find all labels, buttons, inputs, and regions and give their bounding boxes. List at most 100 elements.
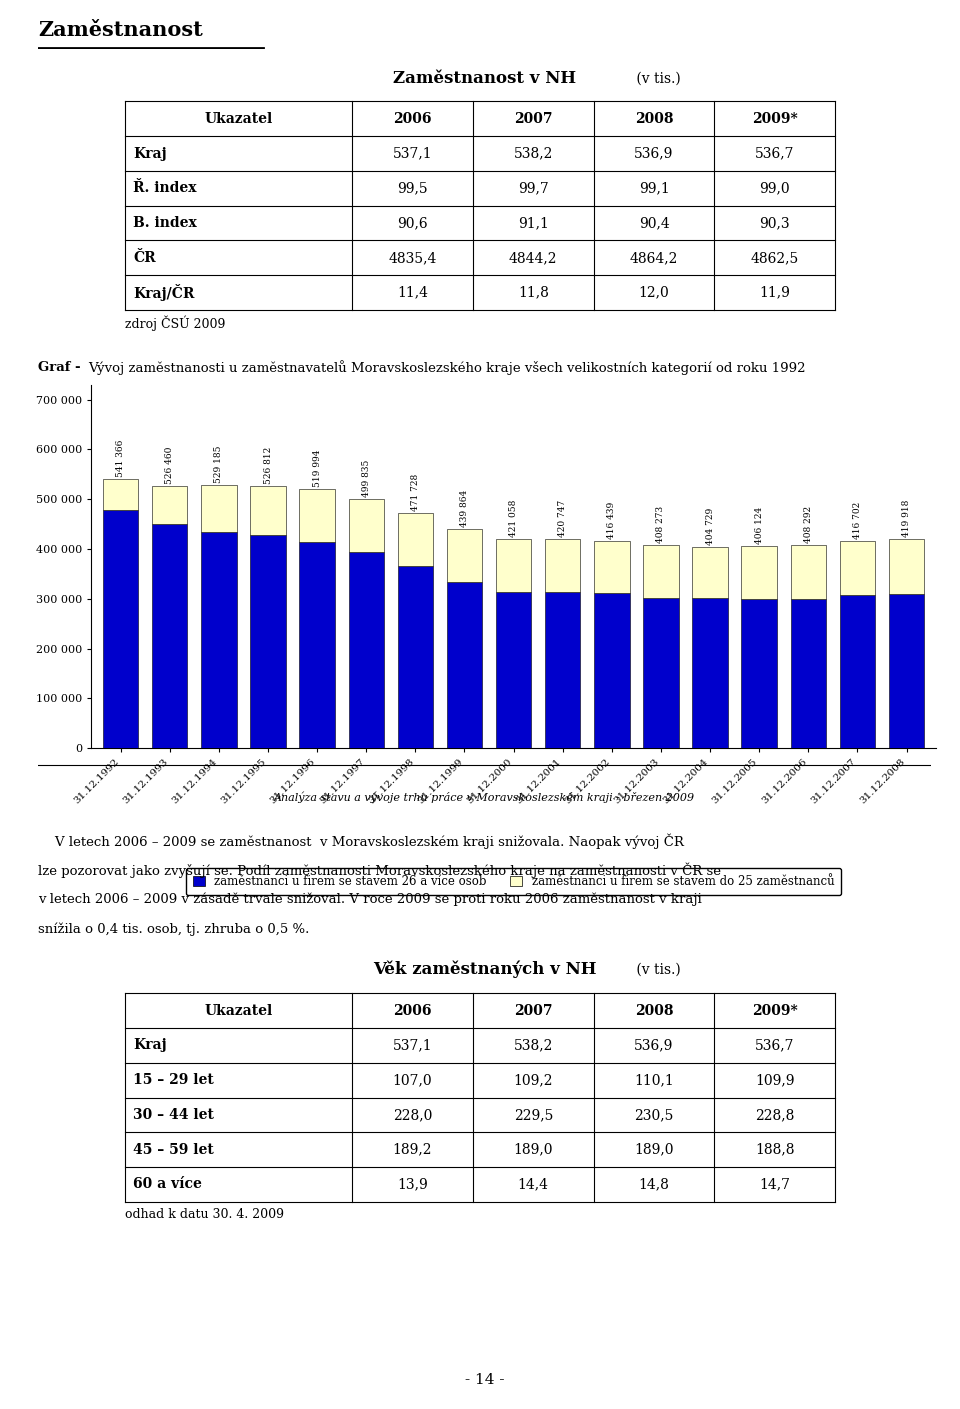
Text: 4844,2: 4844,2 <box>509 251 558 265</box>
Text: Analýza stavu a vývoje trhu práce v Moravskoslezském kraji - březen 2009: Analýza stavu a vývoje trhu práce v Mora… <box>275 790 695 803</box>
Text: 11,9: 11,9 <box>759 286 790 300</box>
Text: 421 058: 421 058 <box>509 499 518 537</box>
Text: 11,4: 11,4 <box>397 286 428 300</box>
Text: 14,8: 14,8 <box>638 1178 669 1192</box>
Text: 537,1: 537,1 <box>393 1038 432 1053</box>
Text: 526 460: 526 460 <box>165 447 175 485</box>
Bar <box>889 593 924 748</box>
Bar <box>202 531 236 748</box>
Text: 90,3: 90,3 <box>759 216 790 230</box>
Text: 11,8: 11,8 <box>517 286 549 300</box>
Text: - 14 -: - 14 - <box>465 1374 505 1386</box>
Bar <box>152 524 187 748</box>
Text: 4835,4: 4835,4 <box>389 251 437 265</box>
Bar <box>300 541 335 748</box>
Bar <box>840 541 876 595</box>
Text: 14,7: 14,7 <box>759 1178 790 1192</box>
Bar <box>840 595 876 748</box>
Text: 537,1: 537,1 <box>393 147 432 161</box>
Bar <box>692 547 728 599</box>
Text: 45 – 59 let: 45 – 59 let <box>133 1143 214 1157</box>
Bar <box>103 479 138 510</box>
Text: 408 292: 408 292 <box>804 506 813 542</box>
Text: 189,0: 189,0 <box>635 1143 674 1157</box>
Bar <box>643 545 679 599</box>
Bar <box>692 599 728 748</box>
Text: 416 439: 416 439 <box>608 502 616 538</box>
Text: 91,1: 91,1 <box>517 216 549 230</box>
Bar <box>594 541 630 593</box>
Bar <box>103 510 138 748</box>
Text: 420 747: 420 747 <box>558 499 567 537</box>
Text: 541 366: 541 366 <box>116 440 125 476</box>
Text: 471 728: 471 728 <box>411 473 420 511</box>
Text: 12,0: 12,0 <box>638 286 669 300</box>
Bar <box>594 593 630 748</box>
Bar <box>202 485 236 531</box>
Text: 2008: 2008 <box>635 111 673 125</box>
Text: 2006: 2006 <box>394 111 432 125</box>
Text: 2008: 2008 <box>635 1003 673 1017</box>
Bar <box>397 513 433 566</box>
Text: v letech 2006 – 2009 v zásadě trvale snižoval. V roce 2009 se proti roku 2006 za: v letech 2006 – 2009 v zásadě trvale sni… <box>38 893 702 906</box>
Text: 230,5: 230,5 <box>635 1107 674 1122</box>
Text: 107,0: 107,0 <box>393 1074 432 1088</box>
Text: 189,0: 189,0 <box>514 1143 553 1157</box>
Text: Kraj: Kraj <box>133 1038 167 1053</box>
Text: odhad k datu 30. 4. 2009: odhad k datu 30. 4. 2009 <box>125 1209 284 1222</box>
Bar <box>791 545 826 599</box>
Text: 519 994: 519 994 <box>313 449 322 488</box>
Bar <box>251 535 286 748</box>
Text: 416 702: 416 702 <box>852 502 862 538</box>
Text: 109,9: 109,9 <box>756 1074 795 1088</box>
Text: 408 273: 408 273 <box>657 506 665 542</box>
Text: 110,1: 110,1 <box>635 1074 674 1088</box>
Text: Zaměstnanost: Zaměstnanost <box>38 20 204 39</box>
Text: 90,4: 90,4 <box>638 216 669 230</box>
Text: zdroj ČSÚ 2009: zdroj ČSÚ 2009 <box>125 316 226 331</box>
Text: 189,2: 189,2 <box>393 1143 432 1157</box>
Text: 404 729: 404 729 <box>706 507 714 545</box>
Text: 229,5: 229,5 <box>514 1107 553 1122</box>
Bar <box>446 582 482 748</box>
Bar <box>496 592 531 748</box>
Text: 4862,5: 4862,5 <box>751 251 799 265</box>
Text: 99,1: 99,1 <box>638 182 669 196</box>
Bar <box>545 538 581 592</box>
Legend: zaměstnanci u firem se stavem 26 a více osob, zaměstnanci u firem se stavem do 2: zaměstnanci u firem se stavem 26 a více … <box>186 868 841 895</box>
Text: 99,5: 99,5 <box>397 182 428 196</box>
Text: Ukazatel: Ukazatel <box>204 1003 273 1017</box>
Bar <box>251 486 286 535</box>
Text: 419 918: 419 918 <box>902 500 911 537</box>
Bar <box>348 552 384 748</box>
Text: 529 185: 529 185 <box>214 445 224 483</box>
Bar <box>300 489 335 541</box>
Text: 60 a více: 60 a více <box>133 1178 203 1192</box>
Bar <box>545 592 581 748</box>
Bar <box>889 540 924 593</box>
Bar <box>791 599 826 748</box>
Text: 536,7: 536,7 <box>756 147 795 161</box>
Text: 188,8: 188,8 <box>756 1143 795 1157</box>
Text: Graf -: Graf - <box>38 361 81 375</box>
Text: (v tis.): (v tis.) <box>632 72 681 86</box>
Text: 99,0: 99,0 <box>759 182 790 196</box>
Text: 2006: 2006 <box>394 1003 432 1017</box>
Text: 536,9: 536,9 <box>635 147 674 161</box>
Text: Vývoj zaměstnanosti u zaměstnavatelů Moravskoslezského kraje všech velikostních : Vývoj zaměstnanosti u zaměstnavatelů Mor… <box>88 361 805 375</box>
Text: 228,8: 228,8 <box>756 1107 795 1122</box>
Text: 109,2: 109,2 <box>514 1074 553 1088</box>
Text: 99,7: 99,7 <box>517 182 549 196</box>
Text: Kraj: Kraj <box>133 147 167 161</box>
Text: 2007: 2007 <box>514 1003 553 1017</box>
Text: V letech 2006 – 2009 se zaměstnanost  v Moravskoslezském kraji snižovala. Naopak: V letech 2006 – 2009 se zaměstnanost v M… <box>38 833 684 848</box>
Text: 406 124: 406 124 <box>755 507 764 544</box>
Text: 536,9: 536,9 <box>635 1038 674 1053</box>
Text: 499 835: 499 835 <box>362 459 371 497</box>
Text: Kraj/ČR: Kraj/ČR <box>133 285 195 302</box>
Text: Věk zaměstnaných v NH: Věk zaměstnaných v NH <box>373 961 596 978</box>
Text: 14,4: 14,4 <box>517 1178 549 1192</box>
Text: 536,7: 536,7 <box>756 1038 795 1053</box>
Text: (v tis.): (v tis.) <box>632 962 681 976</box>
Text: Zaměstnanost v NH: Zaměstnanost v NH <box>394 70 576 87</box>
